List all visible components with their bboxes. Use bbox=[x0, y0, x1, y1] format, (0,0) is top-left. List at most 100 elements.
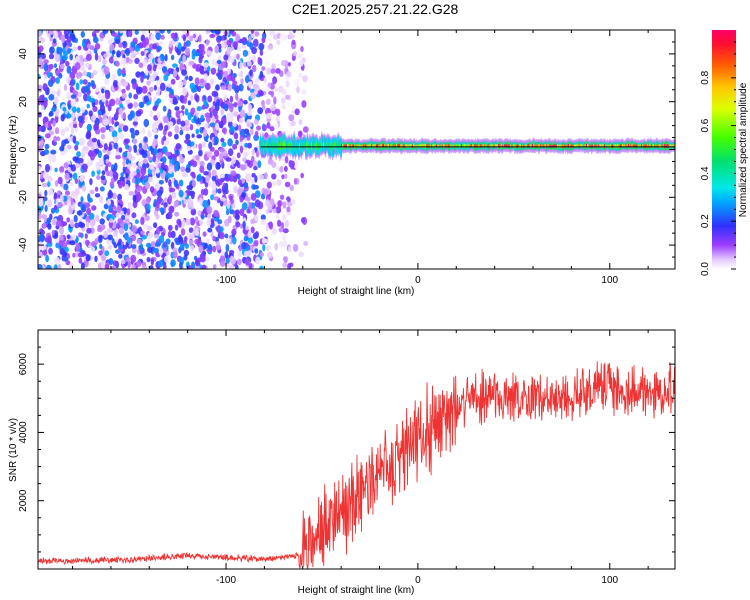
noise-cell bbox=[57, 176, 63, 185]
noise-cell bbox=[214, 45, 219, 54]
noise-cell bbox=[225, 239, 229, 244]
noise-cell bbox=[185, 167, 191, 173]
noise-cell bbox=[108, 244, 113, 250]
noise-cell bbox=[63, 162, 69, 169]
noise-cell bbox=[188, 227, 194, 233]
noise-cell bbox=[134, 129, 140, 136]
noise-cell bbox=[282, 213, 287, 221]
noise-cell bbox=[292, 56, 296, 61]
noise-cell bbox=[164, 124, 169, 132]
noise-cell bbox=[80, 153, 86, 158]
noise-cell bbox=[148, 86, 154, 93]
noise-cell bbox=[51, 107, 57, 112]
noise-cell bbox=[247, 237, 253, 244]
noise-cell bbox=[168, 47, 173, 55]
noise-cell bbox=[70, 164, 77, 172]
noise-cell bbox=[195, 94, 200, 103]
noise-cell bbox=[42, 171, 49, 180]
noise-cell bbox=[154, 241, 161, 248]
noise-cell bbox=[50, 207, 56, 214]
noise-cell bbox=[262, 124, 267, 132]
noise-cell bbox=[211, 175, 217, 182]
noise-cell bbox=[198, 149, 203, 157]
noise-cell bbox=[232, 143, 238, 150]
y-tick-label: 2000 bbox=[18, 489, 29, 512]
noise-cell bbox=[43, 59, 49, 65]
noise-cell bbox=[198, 143, 203, 151]
noise-cell bbox=[285, 94, 290, 100]
noise-cell bbox=[176, 218, 182, 226]
noise-cell bbox=[149, 186, 155, 193]
noise-cell bbox=[49, 165, 53, 171]
noise-cell bbox=[282, 201, 287, 209]
noise-cell bbox=[216, 59, 222, 65]
noise-cell bbox=[141, 30, 147, 36]
noise-cell bbox=[207, 227, 213, 233]
snr-y-tick-labels: 2000 4000 6000 bbox=[18, 353, 29, 512]
noise-cell bbox=[287, 263, 292, 269]
noise-cell bbox=[155, 183, 160, 191]
noise-cell bbox=[48, 120, 52, 129]
noise-cell bbox=[257, 56, 262, 65]
noise-cell bbox=[185, 40, 191, 47]
noise-cell bbox=[206, 162, 213, 171]
noise-cell bbox=[69, 181, 74, 187]
noise-cell bbox=[229, 125, 235, 133]
noise-cell bbox=[209, 111, 213, 119]
noise-cell bbox=[41, 182, 48, 188]
noise-cell bbox=[81, 87, 85, 93]
noise-cell bbox=[38, 211, 42, 220]
noise-cell bbox=[60, 34, 66, 43]
noise-cell bbox=[59, 166, 65, 173]
noise-cell bbox=[141, 127, 146, 135]
noise-cell bbox=[128, 191, 135, 196]
noise-cell bbox=[140, 216, 145, 226]
noise-cell bbox=[142, 143, 148, 151]
noise-cell bbox=[134, 30, 139, 35]
noise-cell bbox=[67, 103, 72, 110]
noise-cell bbox=[280, 59, 287, 67]
noise-cell bbox=[180, 166, 186, 172]
noise-cell bbox=[248, 35, 252, 43]
noise-cell bbox=[174, 149, 180, 155]
noise-cell bbox=[66, 65, 72, 74]
noise-cell bbox=[205, 175, 210, 184]
noise-cell bbox=[124, 138, 130, 144]
noise-cell bbox=[111, 130, 118, 138]
noise-cell bbox=[239, 197, 244, 203]
noise-cell bbox=[146, 256, 151, 263]
noise-cell bbox=[100, 127, 106, 133]
noise-cell bbox=[229, 95, 234, 103]
noise-cell bbox=[191, 261, 196, 269]
noise-cell bbox=[47, 176, 53, 182]
noise-cell bbox=[239, 134, 244, 143]
snr-x-axis-label: Height of straight line (km) bbox=[298, 585, 415, 596]
noise-cell bbox=[227, 68, 231, 75]
noise-cell bbox=[53, 30, 59, 40]
noise-cell bbox=[57, 190, 62, 196]
noise-cell bbox=[72, 135, 77, 144]
noise-cell bbox=[198, 245, 204, 253]
noise-cell bbox=[122, 67, 126, 75]
noise-cell bbox=[289, 185, 294, 192]
noise-cell bbox=[67, 136, 71, 142]
noise-cell bbox=[109, 43, 115, 52]
noise-cell bbox=[263, 189, 269, 196]
noise-cell bbox=[224, 173, 229, 182]
noise-cell bbox=[284, 173, 288, 179]
noise-cell bbox=[90, 241, 97, 247]
noise-cell bbox=[275, 68, 281, 74]
noise-cell bbox=[128, 30, 133, 38]
noise-cell bbox=[261, 37, 266, 44]
noise-cell bbox=[245, 225, 249, 231]
noise-cell bbox=[117, 81, 122, 87]
noise-cell bbox=[261, 237, 267, 244]
noise-cell bbox=[74, 144, 79, 151]
noise-cell bbox=[67, 48, 71, 54]
noise-cell bbox=[158, 260, 164, 268]
noise-cell bbox=[192, 173, 196, 179]
noise-cell bbox=[115, 60, 120, 67]
noise-cell bbox=[94, 52, 99, 61]
noise-cell bbox=[38, 111, 42, 118]
noise-cell bbox=[46, 217, 52, 224]
